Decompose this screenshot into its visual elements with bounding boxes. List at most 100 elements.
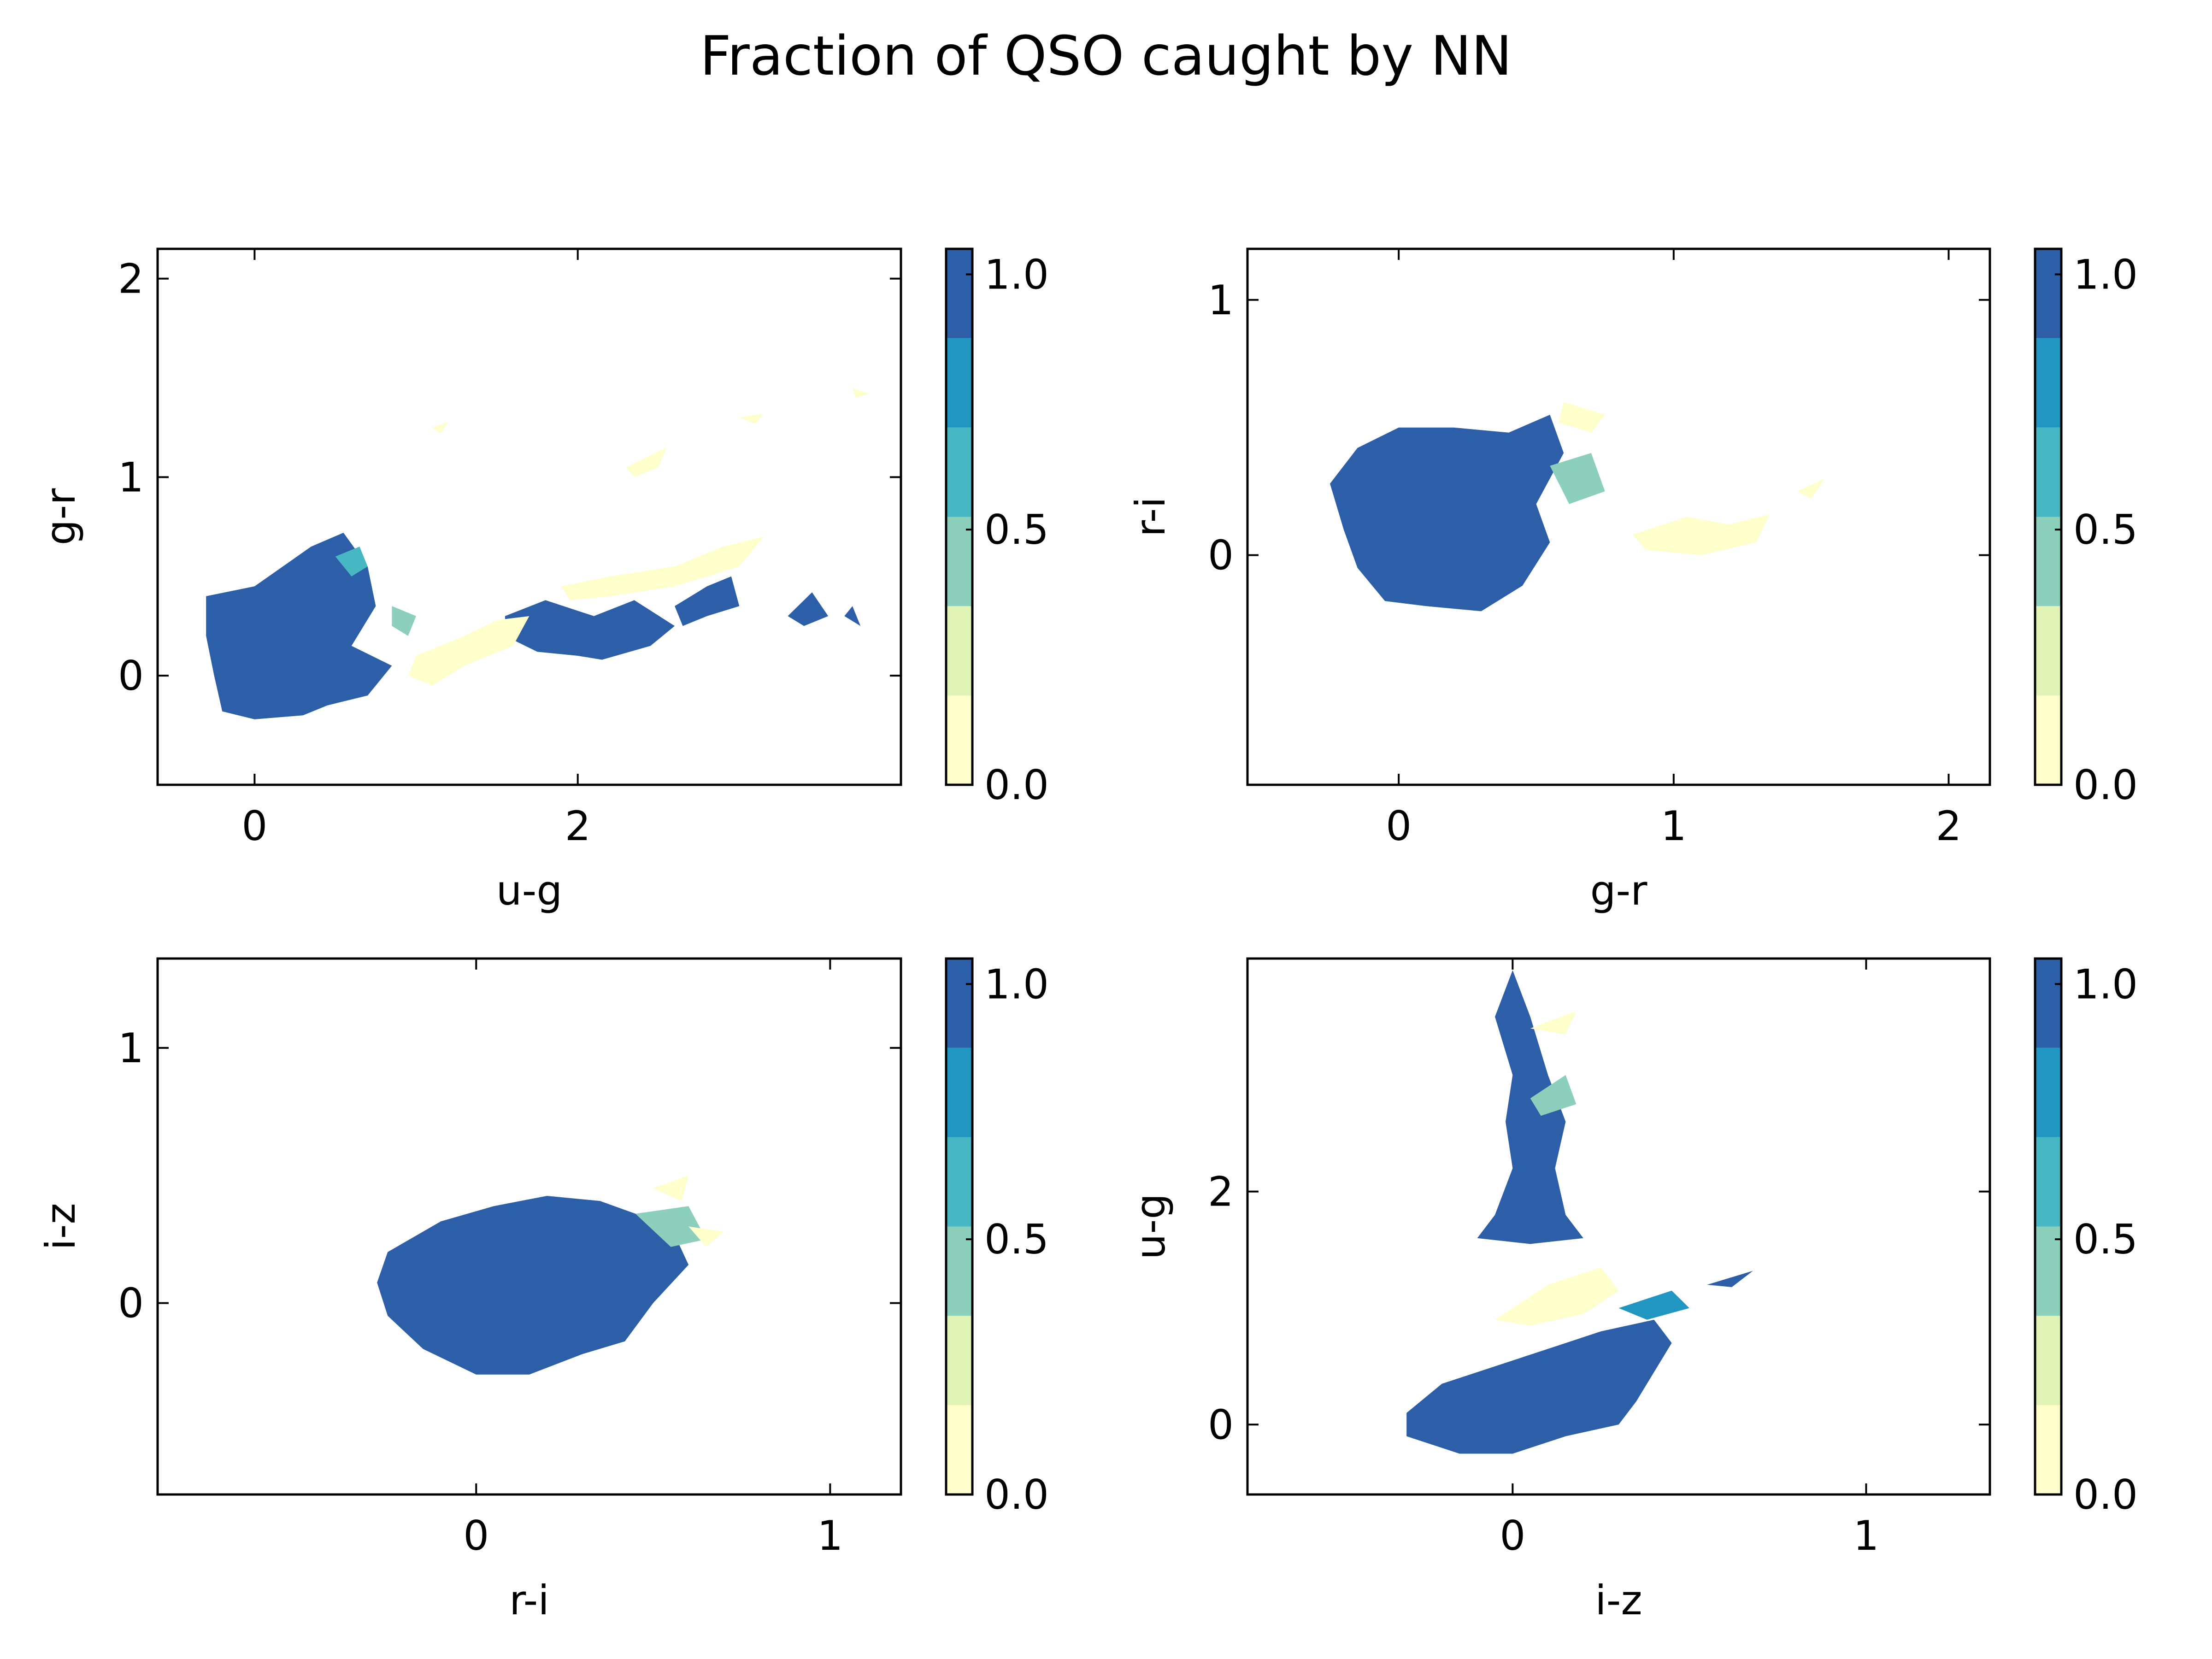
colorbar-band <box>2035 1047 2061 1137</box>
contour-region-4 <box>1530 1075 1577 1116</box>
colorbar: 0.0 0.5 1.0 <box>945 247 1049 809</box>
x-tick-label: 0 <box>241 802 267 850</box>
y-tick-label: 1 <box>118 1024 144 1072</box>
contour-region-13 <box>852 388 869 398</box>
colorbar-tick-label: 0.5 <box>2073 1216 2138 1263</box>
colorbar-band <box>2035 338 2061 428</box>
y-tick-label: 1 <box>118 453 144 501</box>
x-tick-label: 0 <box>1386 802 1412 850</box>
colorbar-band <box>946 1405 972 1494</box>
contour-region-4 <box>688 1226 724 1247</box>
axes-frame <box>156 957 902 1496</box>
colorbar-band <box>2035 427 2061 517</box>
y-axis-label: u-g <box>1127 1194 1174 1259</box>
contour-region-7 <box>392 606 416 636</box>
subplot-3: 0 1 0 1 r-i i-z 0.0 0.5 1.0 <box>37 957 1049 1624</box>
colorbar-band <box>946 1047 972 1137</box>
colorbar-band <box>946 1316 972 1406</box>
colorbar-band <box>2035 1316 2061 1406</box>
contour-region-5 <box>844 606 861 626</box>
colorbar-tick-label: 0.0 <box>2073 761 2138 809</box>
x-axis-label: u-g <box>496 867 562 914</box>
contour-region-11 <box>432 421 449 434</box>
colorbar-band <box>946 427 972 517</box>
colorbar-tick-label: 0.5 <box>984 506 1049 553</box>
x-tick-label: 0 <box>463 1512 489 1559</box>
contour-region-5 <box>1495 1267 1619 1326</box>
colorbar-tick-label: 0.5 <box>984 1216 1049 1263</box>
x-axis-label: g-r <box>1590 867 1648 914</box>
axes-frame <box>1246 957 1991 1496</box>
contour-region-12 <box>739 413 764 424</box>
colorbar-tick-label: 1.0 <box>984 960 1049 1008</box>
y-tick-label: 0 <box>118 1280 144 1327</box>
contour-region-6 <box>1530 1011 1577 1035</box>
contour-region-2 <box>505 600 675 660</box>
axes-frame <box>1246 247 1991 786</box>
colorbar-band <box>946 338 972 428</box>
y-tick-label: 1 <box>1208 276 1234 324</box>
colorbar-band <box>2035 959 2061 1048</box>
contour-region-10 <box>626 447 667 477</box>
colorbar-tick-label: 1.0 <box>984 251 1049 298</box>
x-tick-label: 2 <box>1936 802 1962 850</box>
colorbar-tick-label: 1.0 <box>2073 960 2138 1008</box>
colorbar-frame <box>945 957 974 1496</box>
contour-regions <box>377 1175 724 1375</box>
contour-region-1 <box>1330 415 1564 612</box>
colorbar-tick-label: 1.0 <box>2073 251 2138 298</box>
colorbar-band <box>946 517 972 606</box>
colorbar-band <box>946 959 972 1048</box>
colorbar: 0.0 0.5 1.0 <box>2034 247 2138 809</box>
colorbar-band <box>2035 1226 2061 1316</box>
colorbar-band <box>2035 1405 2061 1494</box>
contour-regions <box>1330 402 1825 612</box>
subplot-2: 0 1 2 0 1 g-r r-i 0.0 0.5 1.0 <box>1127 247 2138 914</box>
contour-region-3 <box>1632 514 1770 555</box>
colorbar: 0.0 0.5 1.0 <box>2034 957 2138 1518</box>
contour-region-9 <box>561 536 764 600</box>
contour-region-3 <box>653 1175 689 1201</box>
contour-region-3 <box>1618 1290 1689 1320</box>
y-axis-label: r-i <box>1127 497 1174 537</box>
x-tick-label: 2 <box>565 802 591 850</box>
contour-region-2 <box>635 1206 706 1247</box>
figure-title: Fraction of QSO caught by NN <box>700 24 1512 88</box>
colorbar-tick-label: 0.0 <box>984 1471 1049 1518</box>
contour-region-2 <box>1550 453 1605 504</box>
colorbar-tick-label: 0.5 <box>2073 506 2138 553</box>
contour-region-2 <box>1477 970 1583 1244</box>
x-tick-label: 1 <box>1661 802 1687 850</box>
contour-region-1 <box>377 1196 689 1375</box>
colorbar-tick-label: 0.0 <box>984 761 1049 809</box>
y-tick-label: 2 <box>118 255 144 303</box>
colorbar-band <box>946 1137 972 1227</box>
contour-region-1 <box>206 533 392 719</box>
y-tick-label: 0 <box>1208 532 1234 579</box>
colorbar-band <box>2035 606 2061 696</box>
colorbar-band <box>2035 249 2061 338</box>
colorbar-band <box>946 695 972 785</box>
colorbar-band <box>946 1226 972 1316</box>
y-tick-label: 0 <box>1208 1401 1234 1448</box>
x-axis-label: i-z <box>1595 1577 1642 1624</box>
y-tick-label: 0 <box>118 652 144 700</box>
subplot-4: 0 1 0 2 i-z u-g 0.0 0.5 1.0 <box>1127 957 2138 1624</box>
colorbar-tick-label: 0.0 <box>2073 1471 2138 1518</box>
contour-region-7 <box>1707 1271 1753 1287</box>
x-tick-label: 0 <box>1500 1512 1525 1559</box>
y-axis-label: i-z <box>37 1203 84 1250</box>
y-axis-label: g-r <box>37 488 84 546</box>
contour-regions <box>1406 970 1753 1454</box>
x-tick-label: 1 <box>817 1512 843 1559</box>
colorbar-band <box>2035 517 2061 606</box>
contour-region-4 <box>788 592 829 626</box>
colorbar-band <box>2035 695 2061 785</box>
colorbar: 0.0 0.5 1.0 <box>945 957 1049 1518</box>
contour-region-3 <box>675 576 740 626</box>
colorbar-band <box>946 249 972 338</box>
colorbar-frame <box>945 247 974 786</box>
colorbar-frame <box>2034 247 2063 786</box>
